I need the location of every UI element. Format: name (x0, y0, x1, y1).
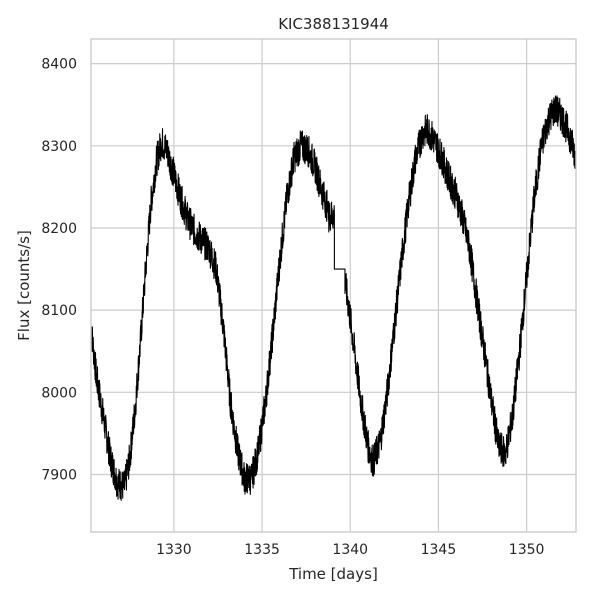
y-tick-label: 8000 (41, 385, 77, 401)
x-tick-label: 1335 (244, 542, 280, 558)
y-axis-label: Flux [counts/s] (15, 230, 33, 341)
y-tick-label: 7900 (41, 467, 77, 483)
x-tick-label: 1350 (509, 542, 545, 558)
x-axis-label: Time [days] (288, 565, 378, 583)
y-tick-label: 8100 (41, 303, 77, 319)
tick-labels: 1330 1335 1340 1345 1350 7900 8000 8100 8200 8300… (41, 57, 544, 558)
flux-series-line (90, 95, 577, 501)
x-tick-label: 1340 (332, 542, 368, 558)
y-tick-label: 8300 (41, 139, 77, 155)
x-tick-label: 1345 (421, 542, 457, 558)
x-tick-label: 1330 (156, 542, 192, 558)
plot-frame (90, 38, 577, 533)
y-tick-label: 8400 (41, 57, 77, 73)
chart-title: KIC388131944 (278, 15, 389, 33)
series-layer (90, 95, 577, 501)
y-tick-label: 8200 (41, 221, 77, 237)
